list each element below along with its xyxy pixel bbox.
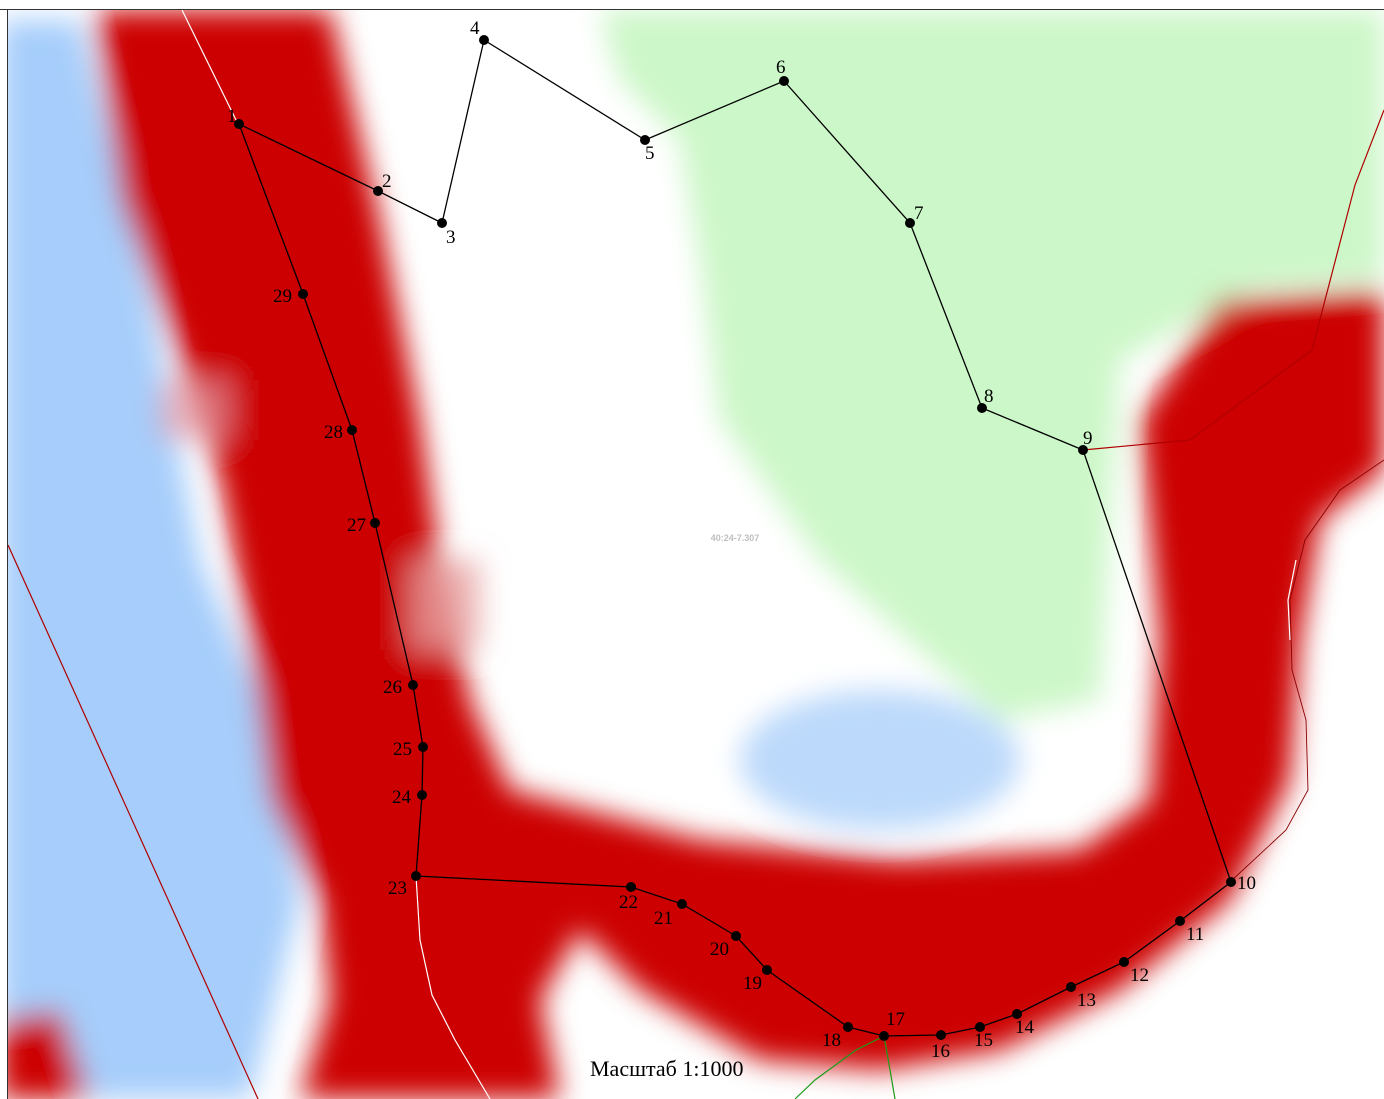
boundary-point-label-19: 19 (743, 973, 762, 994)
boundary-point-19[interactable] (762, 965, 772, 975)
boundary-point-label-6: 6 (776, 57, 786, 78)
cadastral-number: 40:24-7.307 (711, 533, 760, 543)
boundary-point-label-8: 8 (984, 386, 994, 407)
boundary-point-20[interactable] (731, 931, 741, 941)
boundary-point-3[interactable] (437, 218, 447, 228)
parcel-line-arc (1229, 459, 1384, 883)
boundary-point-label-15: 15 (974, 1030, 993, 1051)
red-zone (95, 10, 1384, 1099)
road-line-left (794, 1035, 885, 1099)
boundary-point-label-13: 13 (1077, 990, 1096, 1011)
boundary-point-15[interactable] (975, 1022, 985, 1032)
boundary-point-10[interactable] (1226, 877, 1236, 887)
boundary-point-24[interactable] (417, 790, 427, 800)
water-zone-left (8, 20, 300, 1099)
boundary-point-16[interactable] (936, 1030, 946, 1040)
vegetation-zone (600, 10, 1384, 720)
white-line-bottom (415, 875, 491, 1099)
boundary-point-label-29: 29 (273, 286, 292, 307)
parcel-boundary (237, 38, 1232, 1037)
boundary-point-22[interactable] (626, 882, 636, 892)
boundary-point-13[interactable] (1066, 982, 1076, 992)
boundary-point-14[interactable] (1012, 1009, 1022, 1019)
boundary-point-8[interactable] (977, 403, 987, 413)
boundary-point-label-14: 14 (1015, 1017, 1035, 1038)
map-left-border (0, 10, 8, 1099)
road-line-right (883, 1035, 896, 1099)
boundary-point-29[interactable] (298, 289, 308, 299)
boundary-point-label-2: 2 (382, 171, 392, 192)
boundary-point-26[interactable] (408, 680, 418, 690)
boundary-point-label-5: 5 (645, 143, 655, 164)
boundary-point-7[interactable] (905, 218, 915, 228)
boundary-point-label-12: 12 (1130, 965, 1149, 986)
boundary-point-18[interactable] (843, 1022, 853, 1032)
boundary-point-label-4: 4 (470, 18, 480, 39)
boundary-point-label-16: 16 (931, 1041, 950, 1062)
boundary-point-21[interactable] (677, 899, 687, 909)
boundary-point-label-1: 1 (227, 106, 237, 127)
boundary-point-label-28: 28 (324, 422, 343, 443)
boundary-point-17[interactable] (879, 1031, 889, 1041)
parcel-line-left (8, 544, 259, 1099)
boundary-point-6[interactable] (779, 76, 789, 86)
boundary-point-label-9: 9 (1083, 428, 1093, 449)
boundary-point-25[interactable] (418, 742, 428, 752)
boundary-point-2[interactable] (373, 186, 383, 196)
boundary-point-label-10: 10 (1237, 873, 1256, 894)
scale-label: Масштаб 1:1000 (590, 1056, 743, 1081)
red-zone-corner (8, 1010, 90, 1099)
boundary-point-28[interactable] (347, 425, 357, 435)
boundary-point-label-3: 3 (446, 227, 456, 248)
boundary-point-12[interactable] (1119, 957, 1129, 967)
boundary-point-label-25: 25 (393, 739, 412, 760)
boundary-point-label-26: 26 (383, 677, 402, 698)
raster-background (8, 10, 1384, 1099)
boundary-point-4[interactable] (479, 35, 489, 45)
white-line-top (181, 10, 239, 125)
boundary-point-11[interactable] (1175, 916, 1185, 926)
boundary-point-label-7: 7 (914, 203, 924, 224)
boundary-point-label-27: 27 (347, 515, 366, 536)
boundary-points: 1234567891011121314151617181920212223242… (227, 18, 1256, 1062)
water-zone-middle (740, 690, 1020, 830)
boundary-point-label-21: 21 (654, 908, 673, 929)
parcel-line-right (1082, 109, 1384, 451)
boundary-point-label-23: 23 (388, 878, 407, 899)
boundary-point-9[interactable] (1078, 445, 1088, 455)
map-top-border (0, 0, 1384, 10)
boundary-point-1[interactable] (234, 119, 244, 129)
boundary-point-23[interactable] (411, 871, 421, 881)
boundary-point-label-17: 17 (886, 1009, 905, 1030)
boundary-point-label-20: 20 (710, 939, 729, 960)
boundary-point-label-24: 24 (392, 787, 412, 808)
boundary-point-label-18: 18 (822, 1030, 841, 1051)
boundary-point-label-11: 11 (1186, 924, 1204, 945)
boundary-point-27[interactable] (370, 518, 380, 528)
boundary-point-label-22: 22 (619, 892, 638, 913)
boundary-point-5[interactable] (640, 135, 650, 145)
